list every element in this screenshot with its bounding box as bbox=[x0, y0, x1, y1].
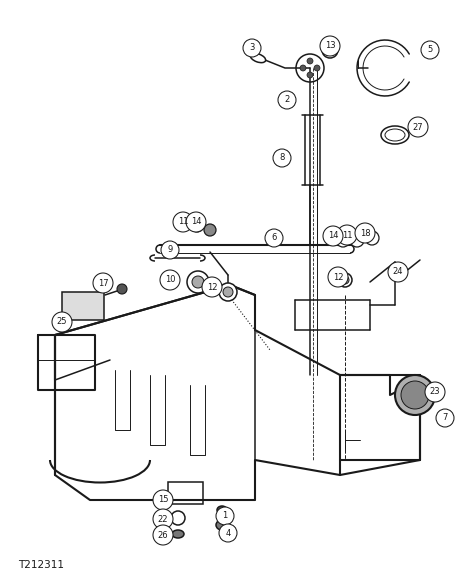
Bar bbox=[62, 292, 104, 320]
Circle shape bbox=[153, 525, 173, 545]
Circle shape bbox=[350, 233, 364, 247]
Circle shape bbox=[190, 218, 204, 232]
Text: T212311: T212311 bbox=[18, 560, 64, 570]
Ellipse shape bbox=[192, 276, 204, 288]
Text: 11: 11 bbox=[342, 231, 352, 240]
Text: 7: 7 bbox=[442, 413, 447, 423]
Circle shape bbox=[117, 284, 127, 294]
Ellipse shape bbox=[217, 506, 227, 514]
Circle shape bbox=[307, 72, 313, 78]
Text: 22: 22 bbox=[158, 515, 168, 523]
Text: 8: 8 bbox=[279, 154, 285, 163]
Text: 12: 12 bbox=[333, 273, 343, 282]
Circle shape bbox=[365, 231, 379, 245]
Circle shape bbox=[408, 117, 428, 137]
Text: 14: 14 bbox=[191, 217, 201, 227]
Circle shape bbox=[219, 524, 237, 542]
Circle shape bbox=[314, 65, 320, 71]
Circle shape bbox=[300, 65, 306, 71]
Circle shape bbox=[328, 267, 348, 287]
Text: 10: 10 bbox=[165, 275, 175, 285]
Ellipse shape bbox=[341, 276, 349, 284]
Ellipse shape bbox=[250, 53, 265, 63]
Circle shape bbox=[336, 233, 350, 247]
Text: 18: 18 bbox=[360, 228, 370, 237]
Text: 24: 24 bbox=[393, 267, 403, 277]
Text: 25: 25 bbox=[57, 317, 67, 327]
Circle shape bbox=[153, 490, 173, 510]
Circle shape bbox=[204, 224, 216, 236]
Bar bbox=[168, 482, 203, 504]
Circle shape bbox=[265, 229, 283, 247]
Text: 4: 4 bbox=[225, 528, 231, 538]
Text: 13: 13 bbox=[325, 41, 335, 51]
Circle shape bbox=[243, 39, 261, 57]
Circle shape bbox=[401, 381, 429, 409]
Circle shape bbox=[355, 223, 375, 243]
Circle shape bbox=[273, 149, 291, 167]
Circle shape bbox=[52, 312, 72, 332]
Circle shape bbox=[278, 91, 296, 109]
Ellipse shape bbox=[338, 273, 352, 287]
Text: 12: 12 bbox=[207, 282, 217, 292]
Text: 9: 9 bbox=[167, 246, 173, 255]
Ellipse shape bbox=[172, 530, 184, 538]
Circle shape bbox=[160, 270, 180, 290]
Circle shape bbox=[337, 225, 357, 245]
Circle shape bbox=[421, 41, 439, 59]
Circle shape bbox=[216, 507, 234, 525]
Circle shape bbox=[307, 58, 313, 64]
Circle shape bbox=[395, 375, 435, 415]
Circle shape bbox=[323, 226, 343, 246]
Circle shape bbox=[425, 382, 445, 402]
Text: 26: 26 bbox=[158, 531, 168, 539]
Circle shape bbox=[173, 212, 193, 232]
Text: 27: 27 bbox=[413, 122, 423, 132]
Text: 1: 1 bbox=[222, 512, 228, 520]
Text: 11: 11 bbox=[178, 217, 188, 227]
Ellipse shape bbox=[223, 287, 233, 297]
Ellipse shape bbox=[216, 520, 228, 530]
Circle shape bbox=[320, 36, 340, 56]
Circle shape bbox=[153, 509, 173, 529]
Circle shape bbox=[388, 262, 408, 282]
Text: 3: 3 bbox=[249, 44, 255, 52]
Text: 17: 17 bbox=[98, 278, 109, 288]
Circle shape bbox=[186, 212, 206, 232]
Text: 6: 6 bbox=[271, 233, 277, 243]
Text: 23: 23 bbox=[430, 388, 440, 397]
Circle shape bbox=[202, 277, 222, 297]
Circle shape bbox=[436, 409, 454, 427]
Text: 14: 14 bbox=[328, 232, 338, 240]
Ellipse shape bbox=[187, 271, 209, 293]
Ellipse shape bbox=[219, 283, 237, 301]
Circle shape bbox=[93, 273, 113, 293]
Text: 2: 2 bbox=[284, 95, 290, 105]
Text: 15: 15 bbox=[158, 496, 168, 504]
Text: 5: 5 bbox=[428, 45, 433, 55]
Circle shape bbox=[161, 241, 179, 259]
